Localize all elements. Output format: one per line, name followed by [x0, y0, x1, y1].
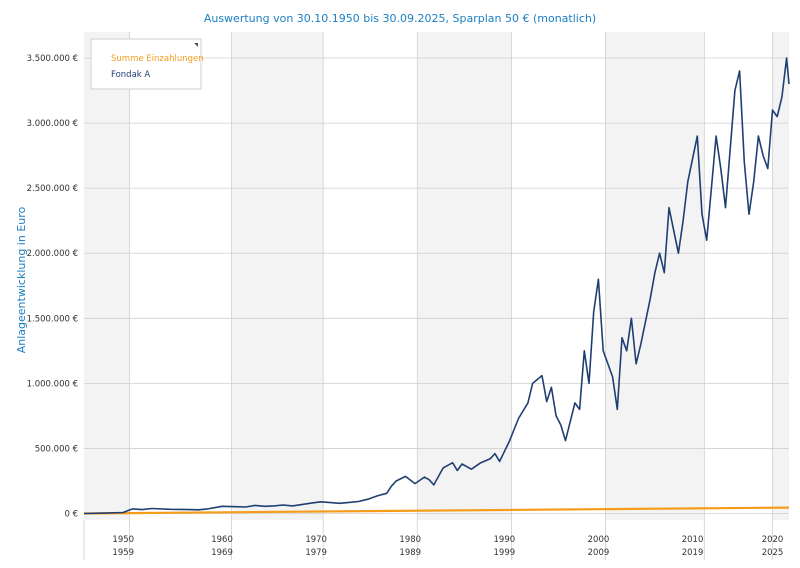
y-tick-label: 3.000.000 € — [27, 119, 78, 129]
y-axis-ticks: 0 € 500.000 € 1.000.000 € 1.500.000 € 2.000.… — [27, 54, 78, 519]
y-tick-label: 1.500.000 € — [27, 314, 78, 324]
vertical-separators — [83, 32, 773, 560]
x-tick-label-top: 2010 — [682, 535, 704, 545]
legend[interactable]: Summe Einzahlungen Fondak A — [90, 38, 204, 90]
x-tick-label-top: 2020 — [762, 535, 784, 545]
x-tick-label-top: 1960 — [211, 535, 233, 545]
background-band-4 — [772, 32, 789, 520]
background-band-2 — [417, 32, 512, 520]
x-tick-label-bottom: 1969 — [211, 548, 233, 558]
legend-collapse-icon[interactable] — [194, 43, 198, 47]
horizontal-gridlines — [84, 57, 789, 514]
series-line-fondak-a — [83, 57, 790, 515]
y-tick-label: 2.500.000 € — [27, 184, 78, 194]
legend-box — [90, 38, 202, 90]
x-tick-label-bottom: 2009 — [588, 548, 610, 558]
y-tick-label: 3.500.000 € — [27, 54, 78, 64]
background-band-1 — [231, 32, 324, 520]
x-tick-label-bottom: 1989 — [399, 548, 421, 558]
legend-entry-fondak-a: Fondak A — [111, 70, 150, 80]
x-tick-label-top: 1980 — [399, 535, 421, 545]
plot-background — [84, 32, 789, 520]
x-tick-label-bottom: 1999 — [494, 548, 516, 558]
y-tick-label: 2.000.000 € — [27, 249, 78, 259]
x-tick-label-bottom: 2025 — [762, 548, 784, 558]
x-tick-label-bottom: 1959 — [112, 548, 134, 558]
legend-entry-summe-einzahlungen: Summe Einzahlungen — [111, 54, 204, 64]
background-band-0 — [84, 32, 130, 520]
x-tick-label-top: 2000 — [588, 535, 610, 545]
x-tick-label-top: 1970 — [305, 535, 327, 545]
y-axis-label: Anlageentwicklung in Euro — [15, 206, 28, 353]
series-line-summe-einzahlungen — [83, 506, 790, 515]
x-tick-label-bottom: 2019 — [682, 548, 704, 558]
chart-title: Auswertung von 30.10.1950 bis 30.09.2025… — [204, 12, 596, 25]
x-axis-ticks: 1950 1959 1960 1969 1970 1979 1980 1989 1990 1999… — [112, 535, 783, 558]
x-tick-label-bottom: 1979 — [305, 548, 327, 558]
x-tick-label-top: 1990 — [494, 535, 516, 545]
y-tick-label: 500.000 € — [35, 444, 78, 454]
y-tick-label: 0 € — [64, 509, 78, 519]
series-layer — [83, 57, 790, 515]
x-tick-label-top: 1950 — [112, 535, 134, 545]
y-tick-label: 1.000.000 € — [27, 379, 78, 389]
